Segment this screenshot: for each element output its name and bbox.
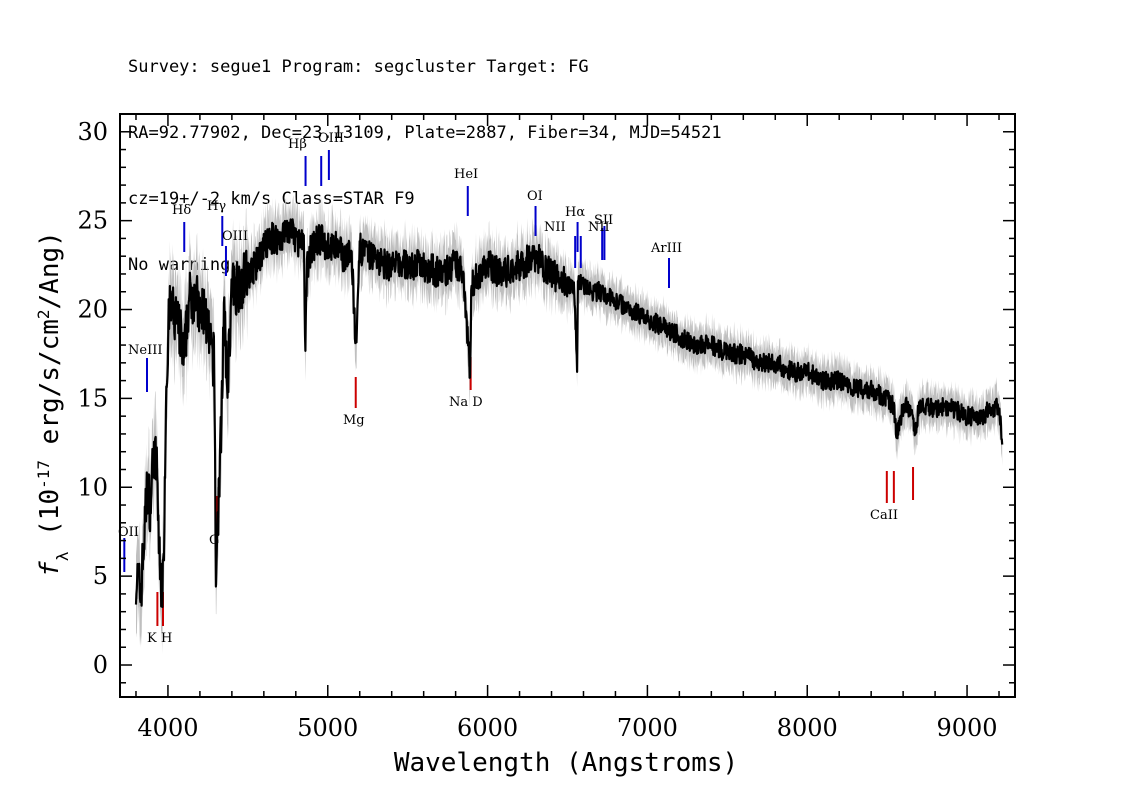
absorption-line-label: Mg [343,413,365,428]
emission-line-label: NII [544,220,566,235]
error-band [136,195,1003,654]
y-tick-label: 20 [77,296,108,324]
emission-line-label: Hδ [172,203,191,218]
absorption-line-label: G [209,533,219,548]
y-tick-label: 15 [77,384,108,412]
spectrum-header: Survey: segue1 Program: segcluster Targe… [128,12,722,298]
y-tick-label: 10 [77,473,108,501]
emission-line-label: OI [527,189,543,204]
y-axis-title: fλ (10-17 erg/s/cm2/Ang) [34,231,72,577]
x-tick-label: 8000 [777,714,838,742]
emission-line-label: Hβ [288,137,307,152]
absorption-line-label: H [161,631,172,646]
header-warnings-line: No warnings. [128,255,251,275]
y-tick-label: 5 [93,562,108,590]
emission-line-label: NII [588,220,610,235]
error-band-layer [136,195,1003,654]
absorption-line-label: CaII [870,508,898,523]
plot-frame [119,113,1016,698]
spectrum-line [134,218,1004,609]
x-axis-title: Wavelength (Angstroms) [394,748,738,778]
header-coordinates-line: RA=92.77902, Dec=23.13109, Plate=2887, F… [128,123,722,143]
absorption-line-label: Na D [449,395,483,410]
spectrum-layer [134,218,1004,609]
emission-line-label: SII [594,213,613,228]
y-tick-label: 25 [77,207,108,235]
emission-line-label: OIII [318,131,344,146]
axes-layer: 4000 5000 6000 7000 8000 9000 0 5 10 15 20 25 30 [77,113,1015,742]
header-survey-line: Survey: segue1 Program: segcluster Targe… [128,57,589,77]
emission-line-label: Hα [565,205,585,220]
x-tick-label: 5000 [297,714,358,742]
emission-line-label: OII [118,525,139,540]
x-tick-label: 9000 [937,714,998,742]
absorption-line-label: K [147,631,157,646]
x-tick-label: 4000 [137,714,198,742]
emission-line-label: Hγ [207,199,226,214]
x-tick-label: 6000 [457,714,518,742]
emission-line-label: NeIII [128,343,162,358]
x-tick-label: 7000 [617,714,678,742]
y-tick-label: 0 [93,651,108,679]
y-tick-label: 30 [77,118,108,146]
header-redshift-line: cz=19+/-2 km/s Class=STAR F9 [128,189,415,209]
emission-line-label: ArIII [650,241,682,256]
emission-line-label: OIII [222,229,248,244]
emission-line-label: HeI [454,167,478,182]
